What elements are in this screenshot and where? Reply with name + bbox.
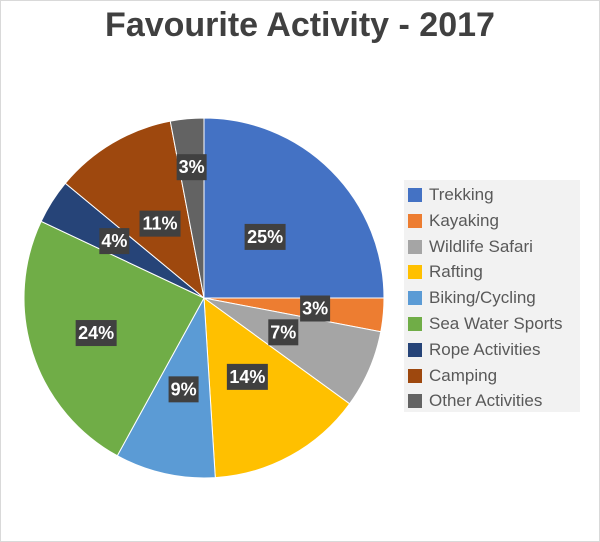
data-label-text: 7% — [270, 322, 296, 342]
data-label-box — [75, 320, 117, 347]
data-label: 7% — [268, 319, 299, 346]
chart-title: Favourite Activity - 2017 — [105, 6, 495, 44]
legend-label: Other Activities — [429, 391, 543, 411]
legend-label: Biking/Cycling — [429, 288, 536, 308]
legend-swatch — [408, 394, 422, 409]
legend: Trekking Kayaking Wildlife Safari Rafting Bi… — [404, 180, 580, 412]
pie-slice-rafting — [203, 296, 351, 479]
data-label-text: 3% — [179, 157, 205, 177]
legend-swatch — [408, 317, 422, 331]
legend-swatch — [408, 368, 422, 383]
data-label: 3% — [300, 295, 331, 322]
data-label: 3% — [176, 154, 207, 181]
legend-label: Wildlife Safari — [429, 236, 533, 256]
data-label: 11% — [139, 210, 181, 237]
pie-slice-camping — [64, 120, 205, 300]
data-label-box — [99, 228, 130, 255]
legend-item: Kayaking — [408, 210, 499, 232]
data-label-box — [300, 295, 331, 322]
legend-swatch — [408, 188, 422, 202]
legend-swatch — [408, 291, 422, 306]
data-label-text: 14% — [229, 367, 265, 387]
legend-swatch — [408, 342, 422, 357]
legend-item: Other Activities — [408, 390, 542, 412]
data-label-box — [268, 319, 299, 346]
legend-item: Rafting — [408, 261, 483, 283]
legend-item: Biking/Cycling — [408, 287, 536, 309]
legend-label: Rafting — [429, 262, 483, 282]
legend-label: Camping — [429, 365, 498, 385]
data-label-text: 9% — [171, 379, 197, 399]
data-label-text: 11% — [142, 214, 177, 234]
data-label-box — [244, 223, 286, 250]
data-label: 9% — [168, 376, 199, 403]
data-label-box — [139, 210, 181, 237]
pie-slice-trekking — [203, 117, 385, 299]
data-label: 25% — [244, 223, 286, 250]
data-label-text: 25% — [247, 227, 283, 247]
pie-slice-biking-cycling — [116, 296, 216, 479]
legend-item: Wildlife Safari — [408, 236, 533, 258]
legend-label: Sea Water Sports — [429, 314, 563, 333]
data-label-text: 3% — [302, 299, 328, 319]
legend-item: Camping — [408, 365, 497, 387]
data-label: 14% — [226, 363, 268, 390]
data-label: 24% — [75, 320, 117, 347]
data-label-text: 4% — [101, 231, 127, 251]
data-label-box — [226, 363, 268, 390]
data-label-box — [168, 376, 199, 403]
legend-label: Rope Activities — [429, 339, 541, 359]
data-label-box — [176, 154, 207, 181]
legend-swatch — [408, 239, 422, 254]
legend-label: Kayaking — [429, 210, 499, 230]
legend-item: Rope Activities — [408, 339, 541, 361]
legend-swatch — [408, 213, 422, 228]
legend-item: Sea Water Sports — [408, 313, 563, 335]
legend-item: Trekking — [408, 184, 494, 206]
legend-label: Trekking — [429, 185, 494, 204]
data-label-text: 24% — [78, 323, 114, 343]
legend-swatch — [408, 265, 422, 280]
data-label: 4% — [99, 228, 130, 255]
